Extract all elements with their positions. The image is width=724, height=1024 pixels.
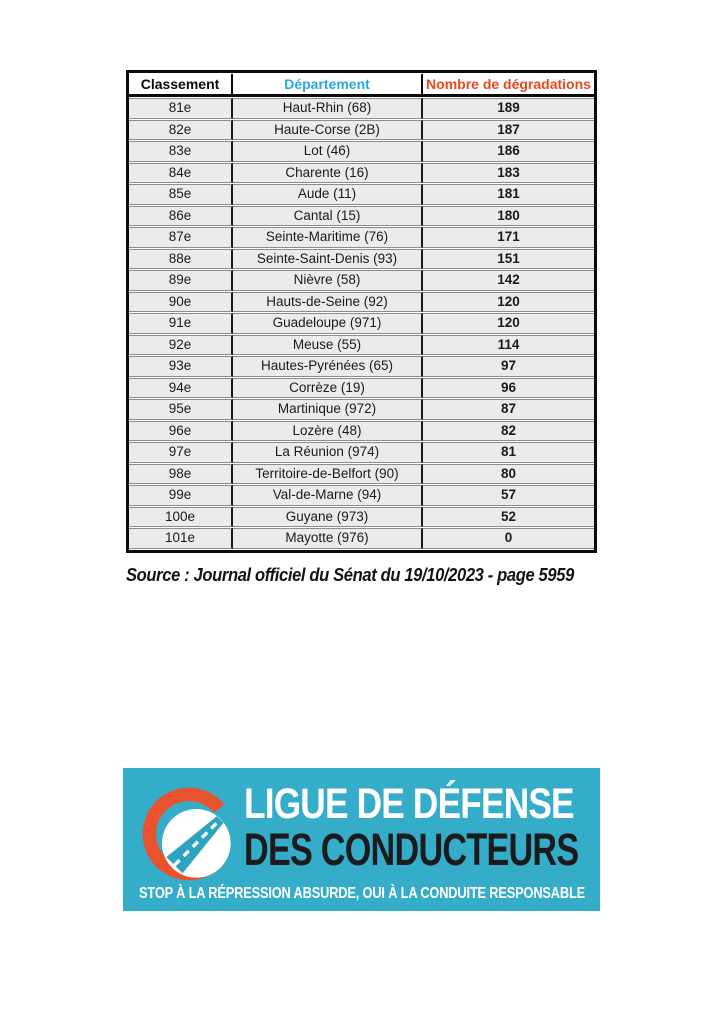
table-header-row: Classement Département Nombre de dégrada… — [129, 74, 594, 97]
table-row: 96e Lozère (48) 82 — [129, 420, 594, 441]
cell-dept: Corrèze (19) — [233, 377, 423, 398]
table-row: 94e Corrèze (19) 96 — [129, 377, 594, 398]
logo-tagline: STOP À LA RÉPRESSION ABSURDE, OUI À LA C… — [138, 885, 585, 902]
cell-rank: 85e — [129, 184, 233, 205]
cell-count: 82 — [423, 420, 594, 441]
cell-count: 171 — [423, 227, 594, 248]
cell-dept: Haut-Rhin (68) — [233, 98, 423, 119]
cell-dept: Aude (11) — [233, 184, 423, 205]
table-row: 100e Guyane (973) 52 — [129, 506, 594, 527]
cell-dept: Nièvre (58) — [233, 270, 423, 291]
cell-dept: Territoire-de-Belfort (90) — [233, 463, 423, 484]
table-row: 98e Territoire-de-Belfort (90) 80 — [129, 463, 594, 484]
cell-rank: 91e — [129, 313, 233, 334]
cell-count: 120 — [423, 313, 594, 334]
cell-count: 57 — [423, 485, 594, 506]
cell-count: 114 — [423, 334, 594, 355]
table-row: 81e Haut-Rhin (68) 189 — [129, 98, 594, 119]
table-row: 90e Hauts-de-Seine (92) 120 — [129, 291, 594, 312]
cell-count: 0 — [423, 528, 594, 549]
table-row: 88e Seinte-Saint-Denis (93) 151 — [129, 248, 594, 269]
cell-dept: Lot (46) — [233, 141, 423, 162]
table-row: 89e Nièvre (58) 142 — [129, 270, 594, 291]
table-row: 101e Mayotte (976) 0 — [129, 528, 594, 549]
source-note: Source : Journal officiel du Sénat du 19… — [126, 565, 574, 585]
table-row: 99e Val-de-Marne (94) 57 — [129, 485, 594, 506]
cell-rank: 87e — [129, 227, 233, 248]
cell-count: 81 — [423, 442, 594, 463]
cell-rank: 83e — [129, 141, 233, 162]
ranking-table-body: 81e Haut-Rhin (68) 189 82e Haute-Corse (2B) 1… — [129, 98, 594, 549]
cell-dept: Hautes-Pyrénées (65) — [233, 356, 423, 377]
cell-rank: 94e — [129, 377, 233, 398]
cell-dept: Lozère (48) — [233, 420, 423, 441]
cell-dept: Cantal (15) — [233, 205, 423, 226]
table-row: 87e Seinte-Maritime (76) 171 — [129, 227, 594, 248]
cell-rank: 86e — [129, 205, 233, 226]
cell-rank: 98e — [129, 463, 233, 484]
cell-dept: Charente (16) — [233, 162, 423, 183]
cell-rank: 90e — [129, 291, 233, 312]
cell-rank: 95e — [129, 399, 233, 420]
cell-count: 180 — [423, 205, 594, 226]
cell-dept: Mayotte (976) — [233, 528, 423, 549]
road-centerline — [173, 818, 222, 867]
table-row: 97e La Réunion (974) 81 — [129, 442, 594, 463]
cell-dept: La Réunion (974) — [233, 442, 423, 463]
cell-count: 181 — [423, 184, 594, 205]
cell-count: 96 — [423, 377, 594, 398]
cell-count: 52 — [423, 506, 594, 527]
cell-count: 87 — [423, 399, 594, 420]
table-row: 85e Aude (11) 181 — [129, 184, 594, 205]
table-row: 95e Martinique (972) 87 — [129, 399, 594, 420]
cell-dept: Seinte-Maritime (76) — [233, 227, 423, 248]
cell-rank: 93e — [129, 356, 233, 377]
ranking-table: Classement Département Nombre de dégrada… — [126, 70, 597, 553]
cell-count: 189 — [423, 98, 594, 119]
cell-rank: 97e — [129, 442, 233, 463]
cell-dept: Val-de-Marne (94) — [233, 485, 423, 506]
cell-dept: Guyane (973) — [233, 506, 423, 527]
cell-count: 183 — [423, 162, 594, 183]
header-rank: Classement — [129, 74, 233, 97]
road-in-c-badge-icon — [142, 787, 231, 881]
cell-rank: 89e — [129, 270, 233, 291]
logo-title-line2: DES CONDUCTEURS — [244, 824, 579, 875]
cell-dept: Guadeloupe (971) — [233, 313, 423, 334]
cell-rank: 101e — [129, 528, 233, 549]
cell-count: 97 — [423, 356, 594, 377]
cell-rank: 92e — [129, 334, 233, 355]
cell-rank: 100e — [129, 506, 233, 527]
table-row: 84e Charente (16) 183 — [129, 162, 594, 183]
table-row: 82e Haute-Corse (2B) 187 — [129, 119, 594, 140]
header-department: Département — [233, 74, 423, 97]
cell-dept: Martinique (972) — [233, 399, 423, 420]
cell-rank: 99e — [129, 485, 233, 506]
cell-count: 186 — [423, 141, 594, 162]
table-row: 83e Lot (46) 186 — [129, 141, 594, 162]
table-row: 91e Guadeloupe (971) 120 — [129, 313, 594, 334]
cell-count: 187 — [423, 119, 594, 140]
table-row: 92e Meuse (55) 114 — [129, 334, 594, 355]
cell-count: 142 — [423, 270, 594, 291]
cell-rank: 81e — [129, 98, 233, 119]
cell-count: 151 — [423, 248, 594, 269]
cell-dept: Seinte-Saint-Denis (93) — [233, 248, 423, 269]
logo-title-line1: LIGUE DE DÉFENSE — [244, 780, 575, 828]
cell-dept: Meuse (55) — [233, 334, 423, 355]
cell-dept: Hauts-de-Seine (92) — [233, 291, 423, 312]
cell-rank: 84e — [129, 162, 233, 183]
cell-count: 120 — [423, 291, 594, 312]
logo-banner: LIGUE DE DÉFENSE DES CONDUCTEURS STOP À … — [123, 768, 600, 911]
cell-rank: 96e — [129, 420, 233, 441]
table-row: 86e Cantal (15) 180 — [129, 205, 594, 226]
cell-count: 80 — [423, 463, 594, 484]
cell-rank: 82e — [129, 119, 233, 140]
cell-dept: Haute-Corse (2B) — [233, 119, 423, 140]
ranking-table-container: Classement Département Nombre de dégrada… — [126, 70, 597, 553]
cell-rank: 88e — [129, 248, 233, 269]
header-count: Nombre de dégradations — [423, 74, 594, 97]
table-row: 93e Hautes-Pyrénées (65) 97 — [129, 356, 594, 377]
